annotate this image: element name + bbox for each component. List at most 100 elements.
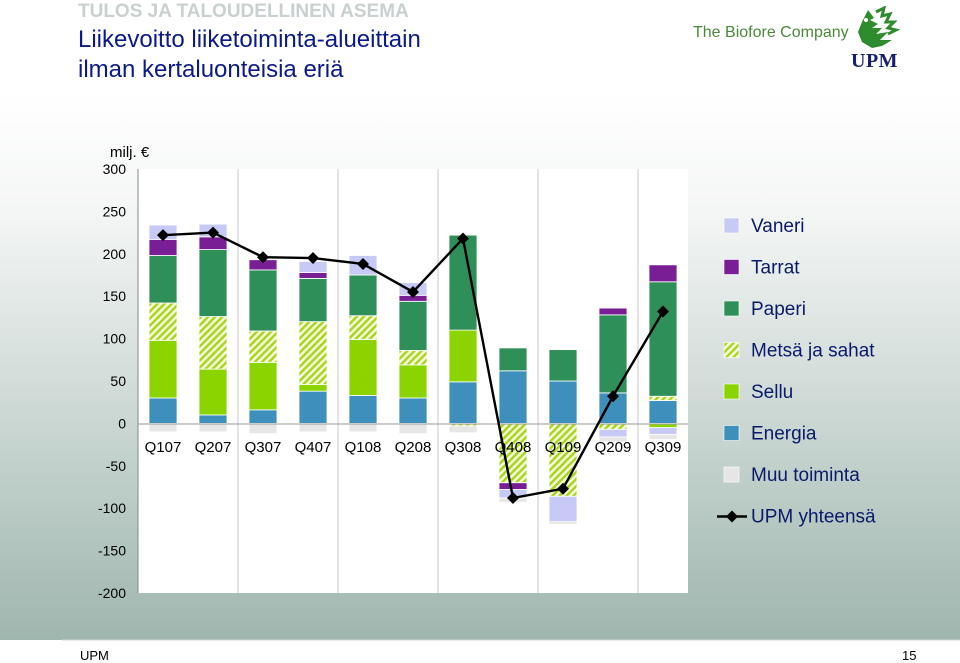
bar-segment xyxy=(148,238,178,256)
legend-label: Tarrat xyxy=(751,258,800,279)
bar-segment xyxy=(148,397,178,424)
bar-segment xyxy=(598,428,628,438)
legend-label: Paperi xyxy=(751,299,806,320)
legend-label: Sellu xyxy=(751,382,793,403)
legend-swatch xyxy=(723,342,740,358)
section-label: TULOS JA TALOUDELLINEN ASEMA xyxy=(78,1,409,22)
y-tick-label: 0 xyxy=(118,415,126,431)
y-tick-label: -50 xyxy=(106,458,126,474)
bar-segment xyxy=(248,269,278,332)
bar-segment xyxy=(198,368,228,416)
bar-segment xyxy=(298,277,328,323)
bar-segment xyxy=(248,422,278,434)
bar-segment xyxy=(548,349,578,382)
x-tick-label: Q407 xyxy=(295,439,332,456)
legend-swatch xyxy=(723,217,740,234)
bar-segment xyxy=(448,329,478,383)
bar-segment xyxy=(198,422,228,433)
bar-segment xyxy=(398,397,428,424)
slide-title-line1: Liikevoitto liiketoiminta-alueittain xyxy=(78,26,421,53)
bar-segment xyxy=(348,339,378,396)
bar-segment xyxy=(398,300,428,351)
x-tick-label: Q107 xyxy=(145,439,182,456)
bar-segment xyxy=(498,370,528,424)
bar-segment xyxy=(248,409,278,424)
x-tick-label: Q109 xyxy=(545,439,582,456)
legend-swatch xyxy=(723,466,740,483)
bar-segment xyxy=(448,425,478,434)
x-tick-label: Q207 xyxy=(195,439,232,456)
bar-segment xyxy=(448,381,478,424)
bar-segment xyxy=(148,339,178,399)
bar-segment xyxy=(598,436,628,443)
slide-title: Liikevoitto liiketoiminta-alueittain ilm… xyxy=(78,25,421,85)
bar-segment xyxy=(298,383,328,392)
total-marker xyxy=(357,257,369,270)
bar-segment xyxy=(248,361,278,411)
bar-segment xyxy=(498,347,528,372)
legend-label: Muu toiminta xyxy=(751,465,860,486)
bar-segment xyxy=(648,395,678,401)
bar-segment xyxy=(398,350,428,366)
bar-segment xyxy=(348,395,378,424)
bar-segment xyxy=(248,330,278,363)
biofore-tagline: The Biofore Company xyxy=(693,24,849,41)
y-tick-label: 100 xyxy=(103,331,127,347)
legend-label: Vaneri xyxy=(751,216,805,237)
total-marker xyxy=(457,232,469,245)
y-tick-label: 300 xyxy=(103,161,127,177)
total-marker xyxy=(157,229,169,242)
y-tick-label: 50 xyxy=(110,373,126,389)
bar-segment xyxy=(298,390,328,424)
bar-segment xyxy=(198,316,228,370)
y-tick-label: -150 xyxy=(98,543,126,559)
legend-swatch xyxy=(723,259,740,275)
bar-segment xyxy=(398,364,428,399)
legend-diamond-icon xyxy=(726,510,738,523)
bar-segment xyxy=(148,255,178,304)
x-tick-label: Q307 xyxy=(245,439,282,456)
bar-segment xyxy=(298,321,328,385)
total-marker xyxy=(657,305,669,318)
slide-title-line2: ilman kertaluonteisia eriä xyxy=(78,56,344,83)
y-tick-label: -100 xyxy=(98,500,126,516)
bar-segment xyxy=(298,272,328,279)
legend-label: Energia xyxy=(751,424,817,445)
total-marker xyxy=(507,492,519,505)
griffin-logo-icon xyxy=(858,6,901,48)
bar-segment xyxy=(198,414,228,424)
bar-segment xyxy=(648,400,678,424)
total-marker xyxy=(307,252,319,265)
bar-segment xyxy=(198,249,228,317)
bar-segment xyxy=(148,422,178,433)
bar-segment xyxy=(648,281,678,397)
footer-company: UPM xyxy=(80,648,109,663)
x-tick-label: Q209 xyxy=(595,439,632,456)
bar-segment xyxy=(548,380,578,424)
bar-segment xyxy=(648,427,678,435)
legend-label: UPM yhteensä xyxy=(751,507,876,528)
legend-swatch xyxy=(723,383,740,400)
bar-segment xyxy=(548,495,578,523)
x-tick-label: Q408 xyxy=(495,439,532,456)
total-marker xyxy=(207,226,219,239)
bar-segment xyxy=(648,264,678,283)
bar-segment xyxy=(298,422,328,433)
page-number: 15 xyxy=(902,648,917,663)
bar-segment xyxy=(498,482,528,490)
bar-segment xyxy=(348,274,378,317)
bar-segment xyxy=(348,315,378,340)
bar-segment xyxy=(398,422,428,434)
unit-label: milj. € xyxy=(110,144,150,161)
x-tick-label: Q208 xyxy=(395,439,432,456)
y-tick-label: 150 xyxy=(103,288,127,304)
total-marker xyxy=(607,390,619,403)
x-tick-label: Q308 xyxy=(445,439,482,456)
bar-segment xyxy=(348,422,378,433)
total-marker xyxy=(407,285,419,298)
legend-swatch xyxy=(723,425,740,441)
y-tick-label: 250 xyxy=(103,203,127,219)
bar-segment xyxy=(598,307,628,316)
bar-segment xyxy=(648,434,678,440)
